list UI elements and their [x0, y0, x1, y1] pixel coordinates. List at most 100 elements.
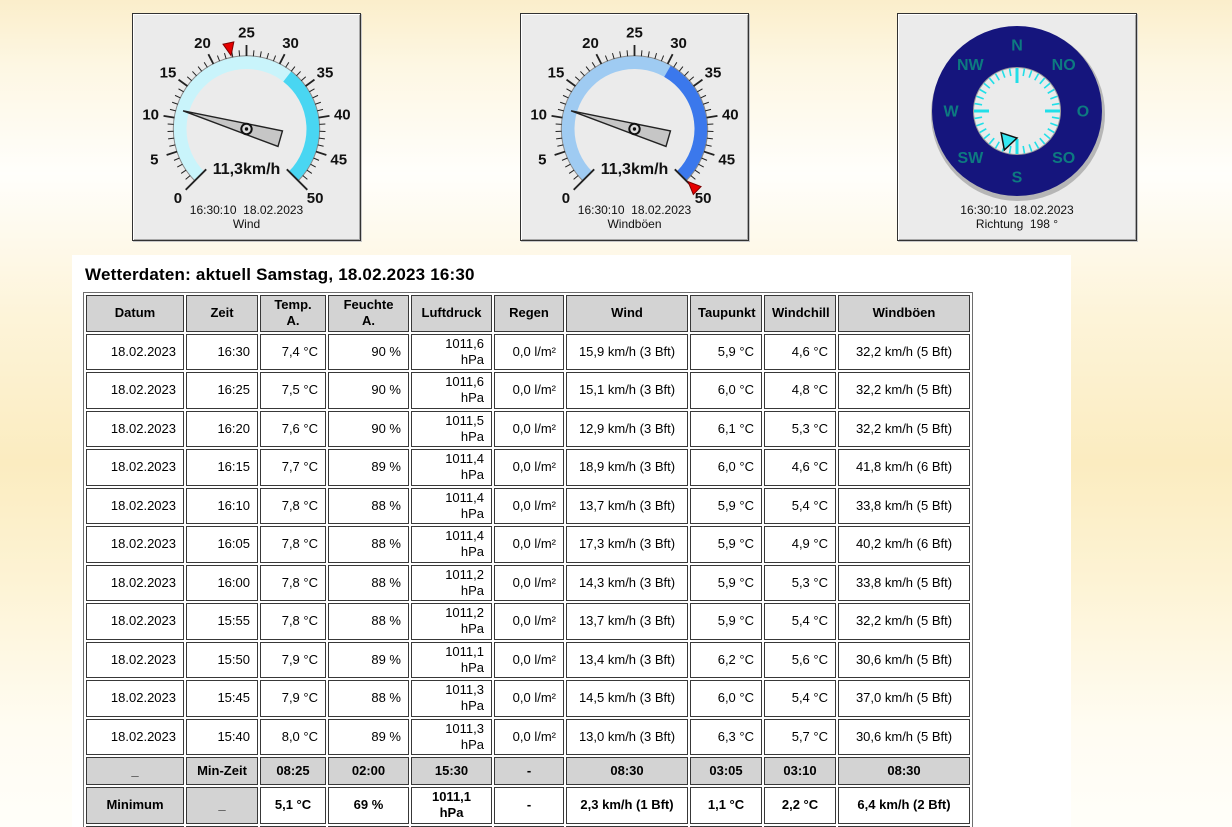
data-cell: 0,0 l/m²: [494, 564, 564, 601]
data-cell: 18.02.2023: [86, 603, 184, 640]
summary-cell: -: [494, 787, 564, 824]
summary-cell: 03:10: [764, 757, 836, 785]
gauge-tick-label: 30: [282, 35, 299, 52]
compass-cardinal-label: N: [1011, 38, 1023, 55]
data-cell: 0,0 l/m²: [494, 449, 564, 486]
gauge-tick-label: 50: [307, 190, 324, 204]
column-header: Windchill: [764, 295, 836, 332]
data-cell: 15:40: [186, 718, 258, 755]
gauge-band-highlight: [664, 65, 708, 181]
data-cell: 0,0 l/m²: [494, 372, 564, 409]
data-cell: 1011,6 hPa: [411, 372, 492, 409]
gauge-tick-label: 25: [238, 25, 255, 42]
compass-cardinal-label: O: [1077, 104, 1089, 121]
table-row: 18.02.2023 16:05 7,8 °C 88 % 1011,4 hPa 0,0 l…: [86, 526, 970, 563]
data-cell: 5,9 °C: [690, 603, 762, 640]
summary-cell: 19:25: [764, 825, 836, 827]
gauge-caption: Windböen: [607, 217, 662, 231]
data-cell: 5,3 °C: [764, 410, 836, 447]
summary-cell: -: [494, 757, 564, 785]
data-cell: 16:15: [186, 449, 258, 486]
data-cell: 90 %: [328, 410, 409, 447]
data-cell: 6,1 °C: [690, 410, 762, 447]
compass-cardinal-label: SW: [957, 150, 984, 167]
data-cell: 40,2 km/h (6 Bft): [838, 526, 970, 563]
summary-cell: 02:00: [328, 757, 409, 785]
data-cell: 7,5 °C: [260, 372, 326, 409]
data-cell: 1011,4 hPa: [411, 449, 492, 486]
data-cell: 7,6 °C: [260, 410, 326, 447]
table-row: 18.02.2023 16:10 7,8 °C 88 % 1011,4 hPa 0,0 l…: [86, 487, 970, 524]
gauge-timestamp: 16:30:10 18.02.2023: [960, 203, 1074, 217]
data-cell: 16:20: [186, 410, 258, 447]
data-cell: 4,6 °C: [764, 449, 836, 486]
gauge-value: 11,3km/h: [213, 161, 281, 178]
gauge-tick-label: 15: [160, 64, 177, 81]
column-header: Windböen: [838, 295, 970, 332]
data-cell: 18.02.2023: [86, 333, 184, 370]
data-cell: 4,9 °C: [764, 526, 836, 563]
data-cell: 6,0 °C: [690, 372, 762, 409]
gauge-tick-label: 20: [194, 35, 211, 52]
summary-cell: 20:50: [838, 825, 970, 827]
data-cell: 6,0 °C: [690, 449, 762, 486]
data-cell: 18.02.2023: [86, 410, 184, 447]
summary-cell: 1011,1 hPa: [411, 787, 492, 824]
table-row: 18.02.2023 15:55 7,8 °C 88 % 1011,2 hPa 0,0 l…: [86, 603, 970, 640]
gauge-tick-label: 50: [695, 190, 712, 204]
table-row: 18.02.2023 16:00 7,8 °C 88 % 1011,2 hPa 0,0 l…: [86, 564, 970, 601]
data-cell: 7,4 °C: [260, 333, 326, 370]
data-cell: 1011,3 hPa: [411, 680, 492, 717]
data-cell: 1011,2 hPa: [411, 603, 492, 640]
column-header: Wind: [566, 295, 688, 332]
compass-cardinal-label: W: [943, 104, 959, 121]
data-cell: 13,7 km/h (3 Bft): [566, 603, 688, 640]
data-cell: 15:50: [186, 641, 258, 678]
data-cell: 33,8 km/h (5 Bft): [838, 564, 970, 601]
data-cell: 13,7 km/h (3 Bft): [566, 487, 688, 524]
data-cell: 15:55: [186, 603, 258, 640]
data-cell: 5,9 °C: [690, 526, 762, 563]
data-cell: 88 %: [328, 603, 409, 640]
summary-cell: Minimum: [86, 787, 184, 824]
data-cell: 1011,3 hPa: [411, 718, 492, 755]
table-row: 18.02.2023 16:30 7,4 °C 90 % 1011,6 hPa 0,0 l…: [86, 333, 970, 370]
summary-cell: _: [86, 757, 184, 785]
page-title: Wetterdaten: aktuell Samstag, 18.02.2023…: [85, 265, 475, 284]
data-cell: 18.02.2023: [86, 372, 184, 409]
compass-cardinal-label: SO: [1052, 150, 1075, 167]
data-cell: 16:25: [186, 372, 258, 409]
summary-cell: 19:25: [260, 825, 326, 827]
gauge-tick-label: 45: [718, 151, 735, 168]
data-cell: 15:45: [186, 680, 258, 717]
gauge-tick-label: 10: [142, 106, 159, 123]
data-cell: 7,8 °C: [260, 564, 326, 601]
summary-cell: 20:15: [494, 825, 564, 827]
data-cell: 4,8 °C: [764, 372, 836, 409]
data-cell: 1011,4 hPa: [411, 526, 492, 563]
gauge-tick-label: 0: [562, 190, 570, 204]
table-row: 18.02.2023 16:20 7,6 °C 90 % 1011,5 hPa 0,0 l…: [86, 410, 970, 447]
data-cell: 7,9 °C: [260, 641, 326, 678]
gauge-caption: Wind: [232, 217, 261, 231]
data-cell: 5,9 °C: [690, 333, 762, 370]
summary-cell: Min-Zeit: [186, 757, 258, 785]
data-cell: 5,9 °C: [690, 564, 762, 601]
summary-cell: 2,2 °C: [764, 787, 836, 824]
gauge-tick-label: 5: [150, 151, 158, 168]
summary-cell: 08:25: [260, 757, 326, 785]
data-cell: 16:00: [186, 564, 258, 601]
data-cell: 89 %: [328, 718, 409, 755]
data-cell: 6,0 °C: [690, 680, 762, 717]
gauge-tick-label: 20: [582, 35, 599, 52]
data-cell: 0,0 l/m²: [494, 333, 564, 370]
data-cell: 15,1 km/h (3 Bft): [566, 372, 688, 409]
data-cell: 0,0 l/m²: [494, 410, 564, 447]
gauge-caption: Richtung 198 °: [975, 217, 1059, 231]
weather-data-panel: Wetterdaten: aktuell Samstag, 18.02.2023…: [72, 255, 1071, 827]
data-cell: 37,0 km/h (5 Bft): [838, 680, 970, 717]
gauge-band-highlight: [283, 71, 320, 181]
gauge-tick-label: 15: [548, 64, 565, 81]
data-cell: 90 %: [328, 333, 409, 370]
data-cell: 32,2 km/h (5 Bft): [838, 333, 970, 370]
